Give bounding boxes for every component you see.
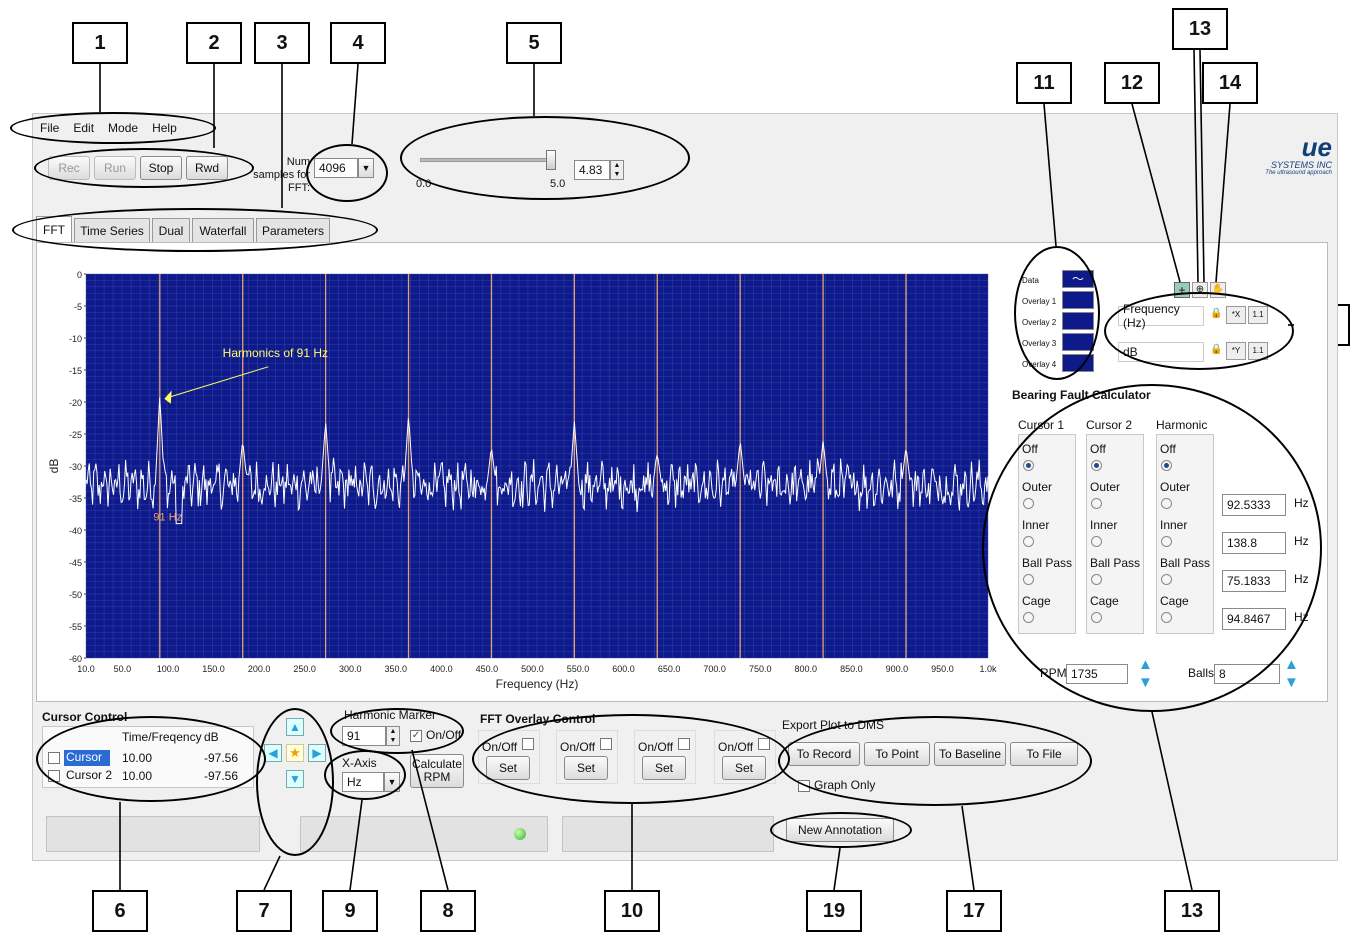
- highlight-oval-harmonic: [330, 708, 464, 754]
- y-tick-label: -25: [69, 430, 82, 440]
- callout-13-bottom: 13: [1164, 890, 1220, 932]
- x-tick-label: 850.0: [840, 664, 863, 674]
- highlight-oval-annotation: [770, 812, 912, 848]
- callout-3: 3: [254, 22, 310, 64]
- logo-tagline: The ultrasound approach: [1265, 170, 1332, 176]
- balls-increment-icon[interactable]: ▲: [1284, 656, 1299, 673]
- chart-annotation: Harmonics of 91 Hz: [223, 346, 328, 360]
- x-tick-label: 450.0: [476, 664, 499, 674]
- x-tick-label: 550.0: [567, 664, 590, 674]
- x-tick-label: 50.0: [114, 664, 132, 674]
- spectrum-trace: [85, 397, 989, 525]
- highlight-oval-axis: [1104, 292, 1294, 370]
- x-tick-label: 150.0: [202, 664, 225, 674]
- status-field-right: [562, 816, 774, 852]
- highlight-oval-export: [778, 716, 1092, 806]
- highlight-oval-legend: [1014, 246, 1100, 380]
- fft-samples-label: Num samples for FFT:: [253, 156, 310, 194]
- y-tick-label: 0: [77, 270, 82, 280]
- callout-2: 2: [186, 22, 242, 64]
- x-tick-label: 300.0: [339, 664, 362, 674]
- x-tick-label: 350.0: [385, 664, 408, 674]
- annotation-arrow: [167, 366, 269, 398]
- highlight-oval-nav: [256, 708, 334, 856]
- callout-1: 1: [72, 22, 128, 64]
- callout-13-top: 13: [1172, 8, 1228, 50]
- highlight-oval-cursor: [36, 716, 266, 802]
- highlight-oval-slider: [400, 116, 690, 200]
- callout-5: 5: [506, 22, 562, 64]
- callout-12: 12: [1104, 62, 1160, 104]
- calculate-rpm-button[interactable]: Calculate RPM: [410, 754, 464, 788]
- y-tick-label: -40: [69, 526, 82, 536]
- status-field-left: [46, 816, 260, 852]
- y-tick-label: -30: [69, 462, 82, 472]
- highlight-oval-menu: [10, 112, 216, 144]
- annotation-arrowhead: [164, 390, 172, 404]
- x-tick-label: 1.0k: [979, 664, 997, 674]
- logo-name: SYSTEMS INC: [1270, 160, 1332, 170]
- x-tick-label: 500.0: [521, 664, 544, 674]
- x-tick-label: 900.0: [886, 664, 909, 674]
- x-tick-label: 400.0: [430, 664, 453, 674]
- y-tick-label: -55: [69, 622, 82, 632]
- x-tick-label: 950.0: [931, 664, 954, 674]
- logo-brand: ue: [1301, 132, 1332, 162]
- y-tick-label: -15: [69, 366, 82, 376]
- y-tick-label: -20: [69, 398, 82, 408]
- fft-chart[interactable]: Harmonics of 91 Hz 91 Hz 0 -5 -10 -15 -20 -25 -3…: [40, 262, 1000, 702]
- highlight-oval-tabs: [12, 208, 378, 252]
- highlight-oval-samples: [306, 144, 388, 202]
- y-tick-label: -60: [69, 654, 82, 664]
- x-axis-label: Frequency (Hz): [496, 677, 579, 691]
- callout-17: 17: [946, 890, 1002, 932]
- status-field-middle: [300, 816, 548, 852]
- highlight-oval-xaxis: [324, 750, 406, 800]
- highlight-oval-overlay: [472, 714, 790, 804]
- y-axis-label: dB: [47, 459, 61, 474]
- cursor-label: 91 Hz: [153, 511, 182, 523]
- callout-7: 7: [236, 890, 292, 932]
- x-tick-label: 100.0: [157, 664, 180, 674]
- callout-14: 14: [1202, 62, 1258, 104]
- y-tick-label: -35: [69, 494, 82, 504]
- x-tick-label: 200.0: [248, 664, 271, 674]
- highlight-oval-transport: [34, 148, 254, 188]
- y-tick-label: -45: [69, 558, 82, 568]
- callout-8: 8: [420, 890, 476, 932]
- x-tick-label: 250.0: [293, 664, 316, 674]
- balls-decrement-icon[interactable]: ▼: [1284, 674, 1299, 691]
- callout-19: 19: [806, 890, 862, 932]
- callout-9: 9: [322, 890, 378, 932]
- x-tick-label: 600.0: [612, 664, 635, 674]
- callout-6: 6: [92, 890, 148, 932]
- y-tick-label: -5: [74, 302, 82, 312]
- highlight-oval-bearing: [982, 384, 1322, 712]
- x-tick-label: 10.0: [77, 664, 95, 674]
- x-tick-label: 700.0: [703, 664, 726, 674]
- callout-4: 4: [330, 22, 386, 64]
- brand-logo: ue SYSTEMS INC The ultrasound approach: [1248, 134, 1332, 182]
- callout-11: 11: [1016, 62, 1072, 104]
- x-tick-label: 750.0: [749, 664, 772, 674]
- x-tick-label: 650.0: [658, 664, 681, 674]
- y-tick-label: -10: [69, 334, 82, 344]
- callout-10: 10: [604, 890, 660, 932]
- y-tick-label: -50: [69, 590, 82, 600]
- status-led-icon: [514, 828, 526, 840]
- x-tick-label: 800.0: [795, 664, 818, 674]
